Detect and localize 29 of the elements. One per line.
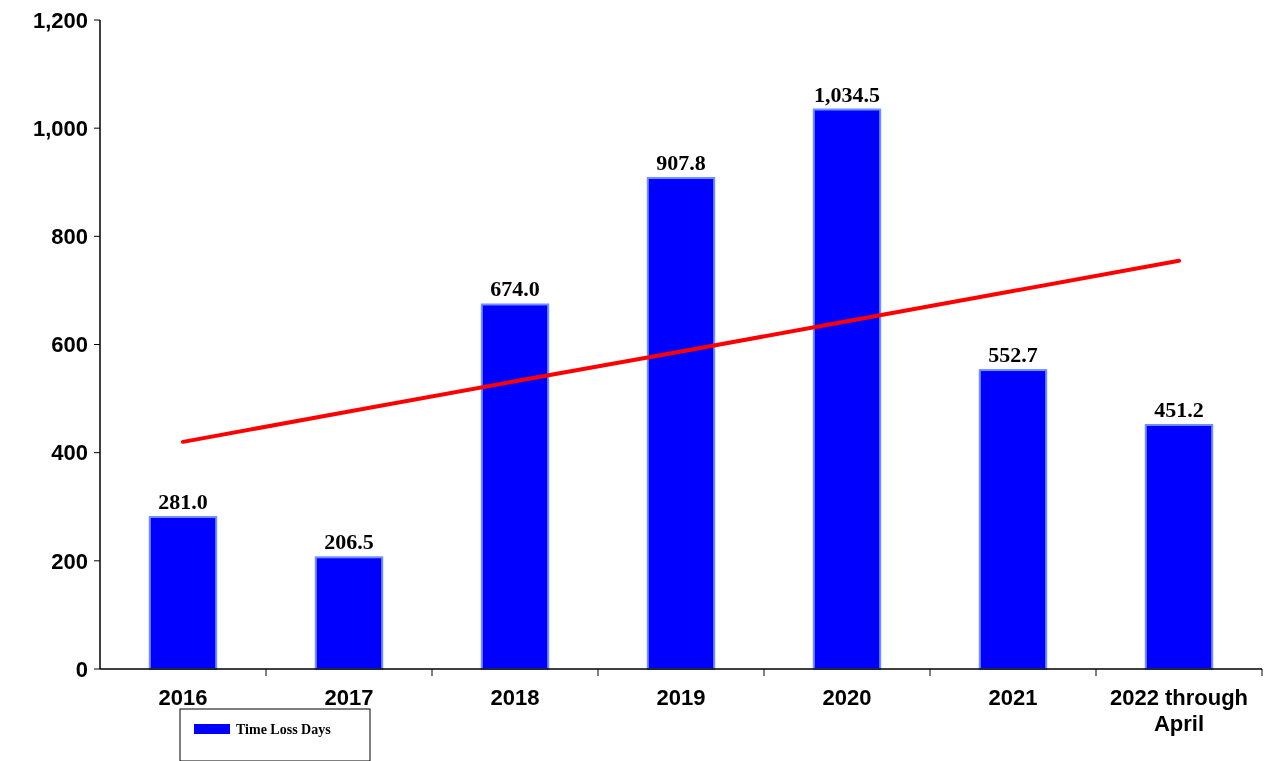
x-tick-label: 2019 [656,685,706,710]
bar [812,108,882,670]
x-tick-label: 2021 [988,685,1038,710]
y-tick-label: 200 [51,548,88,574]
y-tick-label: 600 [51,332,88,358]
x-tick-label: 2022 through April [1109,685,1249,736]
data-label: 281.0 [158,489,208,515]
data-label: 552.7 [988,342,1038,368]
data-label: 451.2 [1154,396,1204,422]
y-tick-label: 1,200 [32,7,88,33]
x-tick-label: 2018 [490,685,540,710]
bar [314,556,384,670]
y-tick-label: 1,000 [32,115,88,141]
bar [978,369,1048,670]
y-tick-label: 800 [51,224,88,250]
bar [646,177,716,670]
bar [148,516,218,670]
y-tick-label: 0 [75,656,88,682]
bar [1144,423,1214,670]
data-label: 674.0 [490,276,540,302]
data-label: 206.5 [324,529,374,555]
x-tick-label: 2020 [822,685,872,710]
x-tick-label: 2017 [324,685,374,710]
y-tick-label: 400 [51,440,88,466]
data-label: 1,034.5 [814,81,880,107]
data-label: 907.8 [656,150,706,176]
legend-label: Time Loss Days [236,721,332,737]
x-tick-label: 2016 [158,685,208,710]
bar [480,303,550,670]
